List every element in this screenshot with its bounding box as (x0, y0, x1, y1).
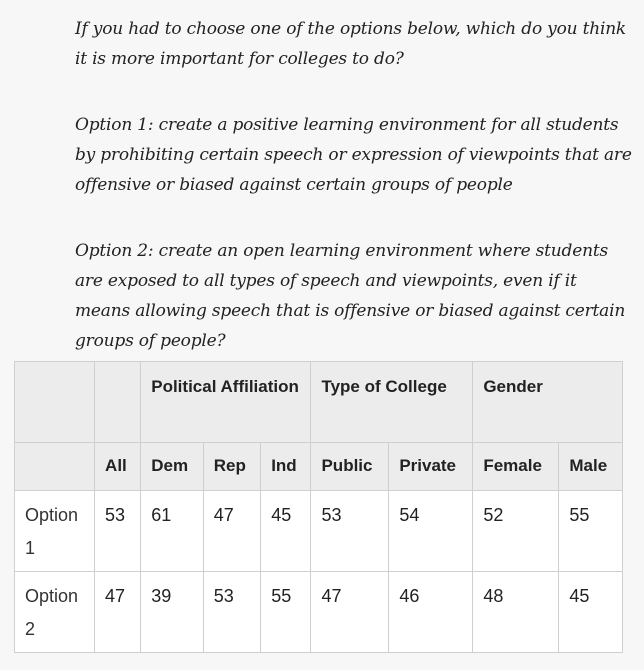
table-cell: 46 (388, 571, 474, 653)
empty-header-cell (94, 361, 142, 443)
table-cell: 52 (472, 490, 560, 572)
table-cell: 53 (94, 490, 142, 572)
survey-results-table: Political Affiliation Type of College Ge… (13, 361, 623, 653)
political-affiliation-header: Political Affiliation (140, 361, 312, 443)
column-header-dem: Dem (140, 442, 204, 491)
column-header-row: All Dem Rep Ind Public Private Female Ma… (13, 442, 623, 491)
table-row-option-2: Option 2 47 39 53 55 47 46 48 45 (13, 571, 623, 653)
table-row-option-1: Option 1 53 61 47 45 53 54 52 55 (13, 490, 623, 572)
type-of-college-header: Type of College (310, 361, 474, 443)
option-1-description: Option 1: create a positive learning env… (75, 115, 632, 195)
column-header-female: Female (472, 442, 560, 491)
option-2-description: Option 2: create an open learning enviro… (75, 241, 626, 351)
table-cell: 53 (202, 571, 262, 653)
column-header-all: All (94, 442, 142, 491)
column-header-public: Public (310, 442, 390, 491)
table-cell: 47 (310, 571, 390, 653)
column-header-private: Private (388, 442, 474, 491)
table-cell: 53 (310, 490, 390, 572)
table-cell: 45 (260, 490, 312, 572)
empty-header-cell (13, 442, 96, 491)
table-cell: 39 (140, 571, 204, 653)
column-header-rep: Rep (202, 442, 262, 491)
column-header-ind: Ind (260, 442, 312, 491)
table-cell: 55 (260, 571, 312, 653)
row-label: Option 2 (13, 571, 96, 653)
group-header-row: Political Affiliation Type of College Ge… (13, 361, 623, 443)
table-cell: 61 (140, 490, 204, 572)
survey-question: If you had to choose one of the options … (75, 19, 627, 69)
gender-header: Gender (472, 361, 623, 443)
table-cell: 45 (558, 571, 623, 653)
column-header-male: Male (558, 442, 623, 491)
table-cell: 47 (94, 571, 142, 653)
row-label: Option 1 (13, 490, 96, 572)
table-cell: 54 (388, 490, 474, 572)
table-cell: 47 (202, 490, 262, 572)
empty-header-cell (13, 361, 96, 443)
survey-question-block: If you had to choose one of the options … (75, 14, 635, 356)
table-cell: 55 (558, 490, 623, 572)
table-cell: 48 (472, 571, 560, 653)
